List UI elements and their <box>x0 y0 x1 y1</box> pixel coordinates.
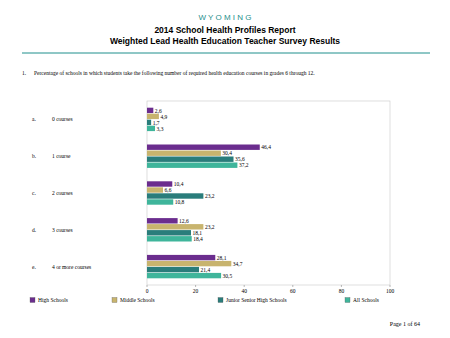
data-label: 30,5 <box>223 273 233 279</box>
data-label: 21,4 <box>201 267 211 273</box>
x-tick-label: 60 <box>290 288 296 294</box>
bar <box>147 218 178 223</box>
data-label: 30,4 <box>222 150 232 156</box>
category-label: 0 courses <box>52 116 73 122</box>
x-tick-label: 100 <box>386 288 395 294</box>
report-title: 2014 School Health Profiles Report <box>154 25 295 35</box>
legend-swatch <box>345 298 350 303</box>
legend-swatch <box>218 298 223 303</box>
bar <box>147 126 155 131</box>
data-label: 6,6 <box>165 187 172 193</box>
data-label: 18,4 <box>193 236 203 242</box>
bar <box>147 114 159 119</box>
bar <box>147 163 237 168</box>
x-tick <box>195 285 196 287</box>
bar <box>147 230 191 235</box>
bar <box>147 145 260 150</box>
header-rule <box>22 53 430 54</box>
bar <box>147 151 221 156</box>
data-label: 10,4 <box>174 181 184 187</box>
x-tick <box>147 285 148 287</box>
data-label: 34,7 <box>233 261 243 267</box>
category-letter: c. <box>32 190 36 196</box>
bar <box>147 199 173 204</box>
bar <box>147 255 215 260</box>
data-label: 10,8 <box>175 199 185 205</box>
x-tick <box>292 285 293 287</box>
x-tick <box>244 285 245 287</box>
bar <box>147 273 221 278</box>
category-letter: b. <box>32 153 37 159</box>
category-label: 1 course <box>52 153 71 159</box>
chart-title-number: 1. <box>22 70 27 76</box>
x-tick-label: 40 <box>241 288 247 294</box>
x-tick-label: 0 <box>146 288 149 294</box>
legend-label: High Schools <box>38 297 68 303</box>
bars <box>147 108 260 279</box>
bar <box>147 120 151 125</box>
legend-swatch <box>30 298 35 303</box>
category-label: 4 or more courses <box>52 264 91 270</box>
page: W Y O M I N G 2014 School Health Profiles… <box>0 0 450 338</box>
chart-title: Percentage of schools in which students … <box>34 70 315 76</box>
bar <box>147 261 231 266</box>
x-tick <box>390 285 391 287</box>
data-label: 4,9 <box>160 114 167 120</box>
bar <box>147 157 234 162</box>
data-label: 12,6 <box>179 218 189 224</box>
data-label: 46,4 <box>261 144 271 150</box>
bar <box>147 224 203 229</box>
bar <box>147 267 199 272</box>
category-letter: e. <box>32 264 36 270</box>
category-letter: d. <box>32 227 37 233</box>
category-letter: a. <box>32 116 36 122</box>
data-label: 23,2 <box>205 193 215 199</box>
bar <box>147 108 153 113</box>
legend-swatch <box>112 298 117 303</box>
bar <box>147 193 203 198</box>
legend-label: Middle Schools <box>120 297 155 303</box>
state-title: W Y O M I N G <box>198 13 251 22</box>
legend-label: All Schools <box>353 297 379 303</box>
legend-label: Junior Senior High Schools <box>226 297 287 303</box>
data-labels: 2,64,91,73,346,430,435,637,210,46,623,21… <box>153 108 271 279</box>
data-label: 3,3 <box>157 126 164 132</box>
category-label: 3 courses <box>52 227 73 233</box>
bar <box>147 236 192 241</box>
data-label: 28,1 <box>217 255 227 261</box>
bar <box>147 187 163 192</box>
x-tick <box>341 285 342 287</box>
data-label: 23,2 <box>205 224 215 230</box>
category-label: 2 courses <box>52 190 73 196</box>
x-tick-label: 20 <box>193 288 199 294</box>
plot-frame <box>147 101 390 285</box>
bar <box>147 181 172 186</box>
data-label: 37,2 <box>239 162 249 168</box>
report-subtitle: Weighted Lead Health Education Teacher S… <box>110 36 340 46</box>
x-tick-label: 80 <box>339 288 345 294</box>
page-number: Page 1 of 64 <box>390 321 420 327</box>
